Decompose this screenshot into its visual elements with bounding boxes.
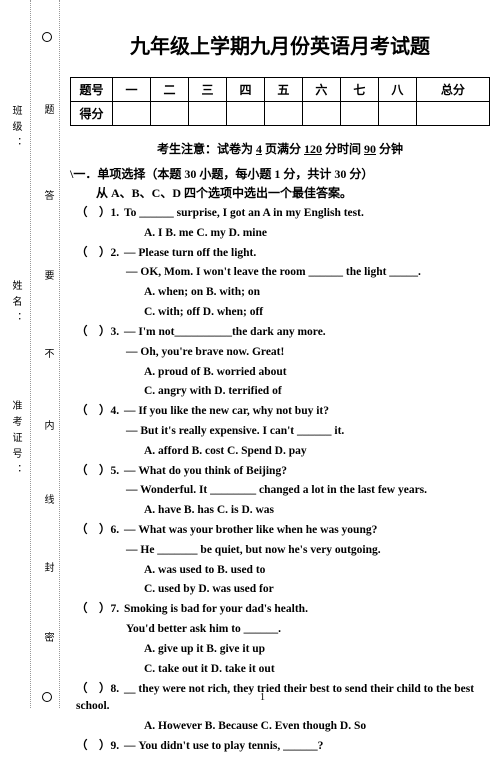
- table-cell: 六: [302, 78, 340, 102]
- binding-seal-char: 封: [40, 562, 55, 588]
- table-row: 题号 一 二 三 四 五 六 七 八 总分: [71, 78, 490, 102]
- page-number: 1: [260, 692, 265, 703]
- question-options: C. take out it D. take it out: [144, 661, 490, 679]
- binding-inner-line: [30, 0, 31, 708]
- binding-label-name: 姓名：: [8, 280, 23, 328]
- question: （ ）7. Smoking is bad for your dad's heal…: [76, 601, 490, 619]
- question-options: C. angry with D. terrified of: [144, 383, 490, 401]
- question-options: A. I B. me C. my D. mine: [144, 225, 490, 243]
- question-options: A. However B. Because C. Even though D. …: [144, 718, 490, 736]
- question: （ ）9. — You didn't use to play tennis, _…: [76, 738, 490, 756]
- section-sub: 从 A、B、C、D 四个选项中选出一个最佳答案。: [96, 184, 490, 201]
- question-list: （ ）1. To ______ surprise, I got an A in …: [70, 205, 490, 756]
- table-cell: 一: [113, 78, 151, 102]
- question: （ ）2. — Please turn off the light.: [76, 245, 490, 263]
- question-options: A. have B. has C. is D. was: [144, 502, 490, 520]
- question-options: C. used by D. was used for: [144, 581, 490, 599]
- table-cell: 五: [264, 78, 302, 102]
- page-content: 九年级上学期九月份英语月考试题 题号 一 二 三 四 五 六 七 八 总分 得分: [70, 30, 490, 758]
- question: （ ）3. — I'm not__________the dark any mo…: [76, 324, 490, 342]
- question: （ ）1. To ______ surprise, I got an A in …: [76, 205, 490, 223]
- question-options: A. when; on B. with; on: [144, 284, 490, 302]
- question-options: A. was used to B. used to: [144, 562, 490, 580]
- question-options: A. proud of B. worried about: [144, 364, 490, 382]
- table-cell: [113, 102, 151, 126]
- binding-seal-char: 密: [40, 632, 55, 658]
- table-cell: 七: [340, 78, 378, 102]
- instr-score: 120: [304, 142, 322, 156]
- question: （ ）6. — What was your brother like when …: [76, 522, 490, 540]
- question-options: C. with; off D. when; off: [144, 304, 490, 322]
- binding-circle: [42, 692, 52, 702]
- instr-text: 分钟: [376, 142, 403, 156]
- table-cell: [302, 102, 340, 126]
- binding-label-class: 班级：: [8, 105, 23, 153]
- question: （ ）4. — If you like the new car, why not…: [76, 403, 490, 421]
- binding-label-exam-id: 准考证号：: [8, 400, 23, 480]
- table-cell: [226, 102, 264, 126]
- table-cell: [378, 102, 416, 126]
- question-cont: — He _______ be quiet, but now he's very…: [126, 542, 490, 560]
- table-cell: [264, 102, 302, 126]
- binding-seal-char: 线: [40, 494, 55, 520]
- binding-strip: 班级： 姓名： 准考证号： 题 答 要 不 内 线 封 密: [0, 0, 60, 708]
- table-header: 题号: [71, 78, 113, 102]
- question-cont: — Wonderful. It ________ changed a lot i…: [126, 482, 490, 500]
- table-cell: [188, 102, 226, 126]
- instr-text: 考生注意：试卷为: [157, 142, 256, 156]
- table-cell: 四: [226, 78, 264, 102]
- exam-title: 九年级上学期九月份英语月考试题: [70, 30, 490, 59]
- table-cell: 八: [378, 78, 416, 102]
- binding-seal-char: 题: [40, 104, 55, 130]
- section-heading: \一．单项选择（本题 30 小题，每小题 1 分，共计 30 分）: [70, 165, 490, 182]
- question-options: A. afford B. cost C. Spend D. pay: [144, 443, 490, 461]
- table-row: 得分: [71, 102, 490, 126]
- exam-instruction: 考生注意：试卷为 4 页满分 120 分时间 90 分钟: [70, 140, 490, 157]
- binding-seal-char: 内: [40, 420, 55, 446]
- table-cell: [150, 102, 188, 126]
- question: （ ）8. __ they were not rich, they tried …: [76, 681, 490, 717]
- table-cell: 总分: [416, 78, 489, 102]
- table-cell: [416, 102, 489, 126]
- question-cont: — Oh, you're brave now. Great!: [126, 344, 490, 362]
- question-cont: You'd better ask him to ______.: [126, 621, 490, 639]
- instr-text: 分时间: [322, 142, 364, 156]
- instr-time: 90: [364, 142, 376, 156]
- table-cell: 二: [150, 78, 188, 102]
- instr-text: 页满分: [262, 142, 304, 156]
- binding-seal-char: 要: [40, 270, 55, 296]
- score-table: 题号 一 二 三 四 五 六 七 八 总分 得分: [70, 77, 490, 126]
- table-cell: [340, 102, 378, 126]
- question-cont: — But it's really expensive. I can't ___…: [126, 423, 490, 441]
- question: （ ）5. — What do you think of Beijing?: [76, 463, 490, 481]
- table-header: 得分: [71, 102, 113, 126]
- question-options: A. give up it B. give it up: [144, 641, 490, 659]
- table-cell: 三: [188, 78, 226, 102]
- binding-circle: [42, 32, 52, 42]
- binding-seal-char: 答: [40, 190, 55, 216]
- binding-seal-char: 不: [40, 348, 55, 374]
- question-cont: — OK, Mom. I won't leave the room ______…: [126, 264, 490, 282]
